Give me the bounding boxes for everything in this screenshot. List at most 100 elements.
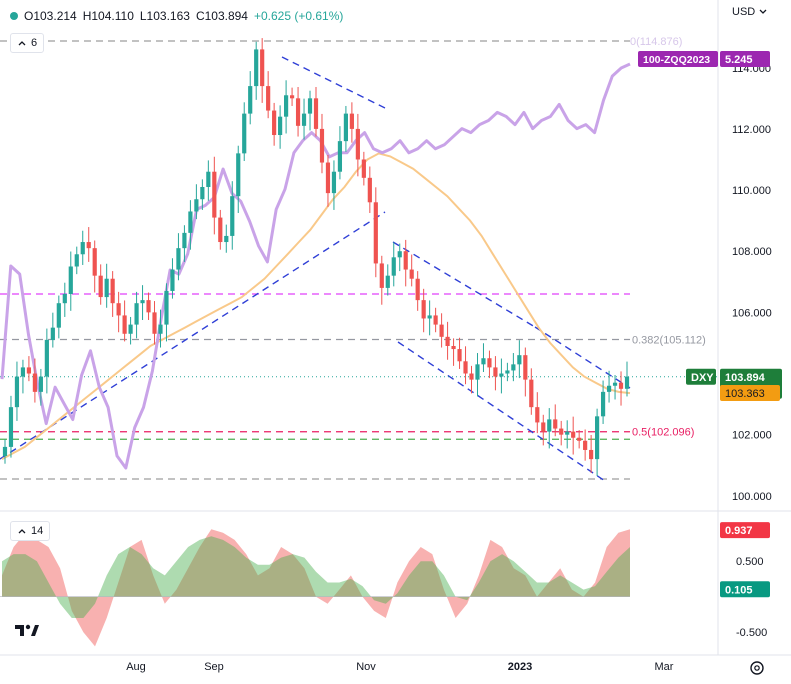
trend-line: [0, 211, 386, 460]
candle-body: [475, 364, 480, 380]
candle-body: [535, 407, 540, 423]
candle-body: [313, 98, 319, 129]
candle-body: [385, 275, 390, 288]
candle-body: [349, 113, 354, 129]
trend-line: [534, 326, 631, 389]
candle-body: [236, 153, 241, 197]
candle-body: [164, 290, 169, 325]
oscillator-down-badge-text: 0.105: [725, 584, 753, 596]
candle-body: [224, 235, 229, 243]
price-tick-label: 100.000: [732, 491, 772, 503]
candle-body: [355, 128, 360, 160]
oscillator-area-b: [2, 536, 630, 618]
candle-body: [20, 367, 26, 377]
candle-body: [242, 113, 247, 154]
oscillator-up-badge-text: 0.937: [725, 525, 753, 537]
candle-body: [612, 382, 618, 386]
candle-body: [403, 251, 408, 270]
sma-line: [1, 152, 631, 460]
candle-body: [427, 315, 432, 319]
candle-body: [32, 373, 37, 392]
time-tick-label: 2023: [508, 661, 532, 673]
overlay-value-badge: [720, 51, 770, 67]
price-tick-label: 106.000: [732, 307, 772, 319]
candle-body: [457, 349, 462, 362]
candle-body: [361, 159, 366, 178]
candle-body: [218, 217, 223, 243]
candle-body: [439, 324, 444, 337]
high-value: H104.110: [82, 9, 134, 23]
candle-body: [62, 294, 67, 304]
oscillator-up-badge: [720, 522, 770, 539]
candle-body: [541, 422, 546, 432]
candle-body: [565, 431, 570, 435]
oscillator-pane-collapse-toggle[interactable]: 14: [10, 521, 51, 541]
candle-body: [278, 116, 283, 136]
overlay-value-badge-text: 5.245: [725, 54, 753, 66]
candle-body: [559, 428, 564, 435]
candle-body: [618, 382, 624, 389]
overlay-line: [0, 62, 631, 470]
candle-body: [391, 257, 396, 276]
candle-body: [523, 355, 528, 380]
level-label: 0.382(105.112): [632, 335, 706, 347]
main-pane-collapse-toggle[interactable]: 6: [10, 33, 45, 53]
settings-gear-icon[interactable]: [750, 661, 764, 675]
candle-body: [445, 336, 450, 346]
candle-body: [92, 248, 97, 276]
candle-body: [583, 440, 588, 450]
candle-body: [337, 141, 343, 172]
candle-body: [74, 254, 79, 267]
candle-body: [50, 327, 55, 340]
candle-body: [188, 211, 193, 233]
candle-body: [44, 339, 49, 377]
chevron-down-icon: [759, 9, 767, 14]
close-value: C103.894: [195, 9, 248, 23]
candle-body: [529, 379, 534, 408]
level-label: 0.5(102.096): [632, 427, 694, 439]
candle-body: [487, 358, 492, 368]
candle-body: [547, 419, 552, 432]
candle-body: [307, 98, 313, 114]
candle-body: [38, 376, 43, 392]
candle-body: [325, 162, 331, 194]
candle-body: [182, 232, 187, 249]
candle-body: [451, 346, 456, 350]
ohlc-legend: O103.214 H104.110 L103.163 C103.894 +0.6…: [10, 6, 343, 26]
candle-body: [8, 407, 14, 447]
candle-body: [248, 86, 253, 114]
candle-body: [553, 419, 558, 429]
candle-body: [367, 177, 372, 203]
main-pane-badge: 6: [31, 37, 38, 49]
candle-body: [26, 367, 32, 374]
candle-body: [176, 248, 181, 270]
currency-selector[interactable]: USD: [732, 6, 768, 18]
candle-body: [284, 95, 289, 117]
time-tick-label: Sep: [204, 661, 224, 673]
candle-body: [158, 324, 163, 334]
candle-body: [595, 416, 600, 460]
oscillator-tick-label: 0.500: [736, 556, 764, 568]
candle-body: [116, 303, 121, 316]
candle-body: [56, 303, 61, 328]
candle-body: [624, 376, 630, 389]
candle-body: [343, 113, 348, 142]
price-tick-label: 102.000: [732, 430, 772, 442]
candle-body: [373, 202, 378, 264]
symbol-tag-text: DXY: [691, 372, 714, 384]
candle-body: [415, 278, 420, 301]
oscillator-pane-badge: 14: [31, 525, 44, 537]
candle-body: [331, 171, 337, 194]
symbol-tag: [686, 368, 716, 385]
candle-body: [481, 358, 486, 365]
candle-body: [499, 373, 504, 377]
last-price-badge-text: 103.894: [725, 372, 766, 384]
status-dot-icon: [10, 12, 18, 20]
candle-body: [577, 437, 582, 441]
candle-body: [206, 171, 211, 187]
candle-body: [104, 278, 109, 298]
candle-body: [122, 315, 127, 334]
time-tick-label: Aug: [126, 661, 146, 673]
candle-body: [433, 315, 438, 325]
